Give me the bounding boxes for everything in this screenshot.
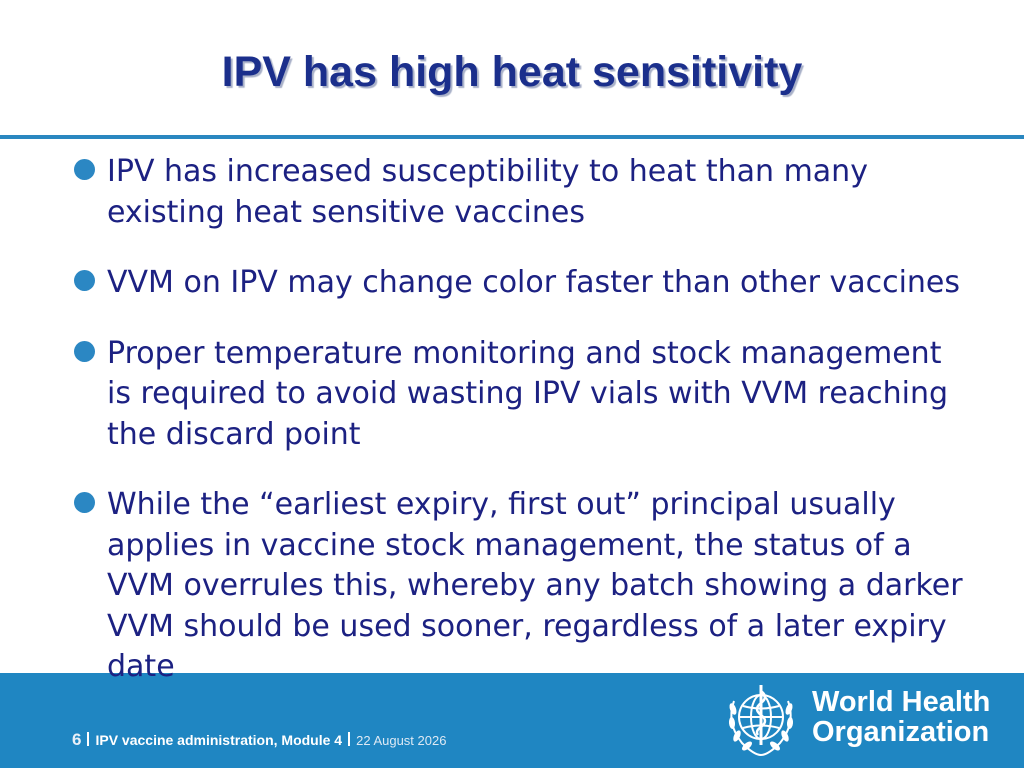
footer-band xyxy=(0,673,1024,768)
footer-date: 22 August 2026 xyxy=(356,733,447,748)
bullet-dot-icon xyxy=(74,159,95,180)
organization-name: World Health Organization xyxy=(812,687,990,747)
module-label: IPV vaccine administration, Module 4 xyxy=(95,732,343,748)
bullet-dot-icon xyxy=(74,270,95,291)
title-divider xyxy=(0,135,1024,139)
bullet-item: While the “earliest expiry, first out” p… xyxy=(70,485,970,688)
bullet-item: Proper temperature monitoring and stock … xyxy=(70,334,970,456)
who-emblem-icon xyxy=(728,685,794,756)
bullet-text: While the “earliest expiry, first out” p… xyxy=(107,487,963,684)
footer-separator xyxy=(348,732,351,746)
org-line-2: Organization xyxy=(812,716,990,748)
page-number: 6 xyxy=(72,730,82,749)
org-line-1: World Health xyxy=(812,686,991,718)
bullet-text: VVM on IPV may change color faster than … xyxy=(107,265,961,300)
bullet-text: IPV has increased susceptibility to heat… xyxy=(107,154,868,230)
who-logo: World Health Organization xyxy=(720,679,990,759)
bullet-dot-icon xyxy=(74,492,95,513)
bullet-list: IPV has increased susceptibility to heat… xyxy=(70,152,970,718)
bullet-dot-icon xyxy=(74,340,95,362)
slide-title: IPV has high heat sensitivity xyxy=(221,48,803,96)
bullet-text: Proper temperature monitoring and stock … xyxy=(107,335,949,452)
bullet-item: IPV has increased susceptibility to heat… xyxy=(70,152,970,233)
bullet-item: VVM on IPV may change color faster than … xyxy=(70,263,970,304)
footer-info: 6 IPV vaccine administration, Module 4 22 … xyxy=(72,730,446,750)
footer-separator xyxy=(87,732,90,746)
